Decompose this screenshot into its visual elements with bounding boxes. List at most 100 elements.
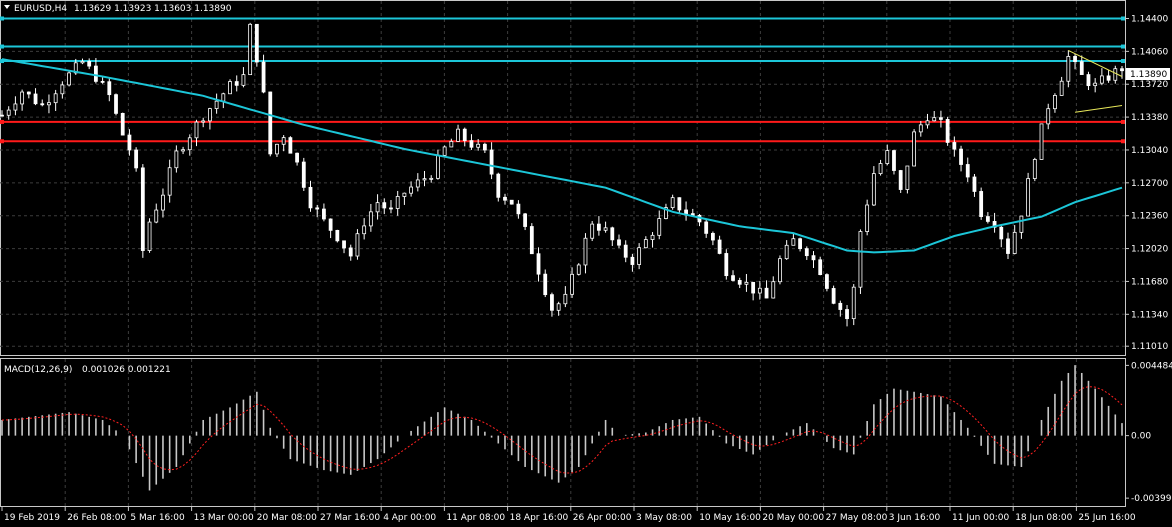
candle-body xyxy=(308,186,313,209)
candle-body xyxy=(1120,68,1124,72)
candle-body xyxy=(778,258,782,283)
candle-body xyxy=(295,152,299,163)
candle-body xyxy=(214,100,219,109)
support-line-handle[interactable] xyxy=(1121,139,1125,144)
candle-body xyxy=(583,237,588,266)
candle-body xyxy=(724,253,729,277)
horizontal-lines[interactable] xyxy=(0,16,1125,144)
resistance-line-handle[interactable] xyxy=(1121,16,1125,21)
candle-body xyxy=(174,150,179,169)
candle-body xyxy=(623,244,628,258)
time-tick-label: 19 Feb 2019 xyxy=(4,513,60,523)
candle-body xyxy=(362,225,367,235)
resistance-line-handle[interactable] xyxy=(0,16,4,21)
candle-body xyxy=(1046,108,1051,125)
candle-body xyxy=(556,303,561,311)
candle-body xyxy=(798,238,802,250)
candle-body xyxy=(596,223,601,231)
macd-grid xyxy=(64,359,1077,506)
candle-body xyxy=(1106,75,1111,81)
candle-body xyxy=(576,264,581,275)
candle-body xyxy=(6,109,11,116)
current-price-marker: 1.13890 xyxy=(1126,68,1170,80)
candle-body xyxy=(677,197,682,211)
macd-tick-label: 0.004484 xyxy=(1131,361,1172,371)
macd-pane[interactable]: 0.004484 0.00 -0.00399 MACD(12,26,9) 0.001… xyxy=(0,358,1172,507)
candle-body xyxy=(704,221,709,234)
symbol-dropdown-icon xyxy=(4,5,10,9)
candle-body xyxy=(617,239,621,246)
wedge-line[interactable] xyxy=(1074,105,1123,113)
candle-body xyxy=(737,280,742,285)
candle-body xyxy=(80,61,85,64)
candle-body xyxy=(335,229,340,242)
candle-body xyxy=(925,120,930,126)
candle-body xyxy=(281,137,286,145)
candle-body xyxy=(878,163,883,175)
time-tick-label: 18 Jun 08:00 xyxy=(1015,513,1072,523)
candle-body xyxy=(670,197,675,209)
candle-body xyxy=(67,72,71,86)
candle-body xyxy=(60,84,65,95)
candle-body xyxy=(395,196,400,209)
candle-body xyxy=(127,134,132,151)
candle-body xyxy=(1026,178,1031,217)
candle-body xyxy=(288,137,293,154)
candle-body xyxy=(603,227,608,231)
candle-body xyxy=(268,91,273,155)
price-grid xyxy=(0,1,1125,355)
candle-body xyxy=(771,281,776,299)
candle-body xyxy=(140,167,145,251)
candle-body xyxy=(851,286,856,320)
support-line-handle[interactable] xyxy=(0,139,4,144)
candle-body xyxy=(1053,95,1057,110)
candle-body xyxy=(1006,238,1010,254)
candle-body xyxy=(208,108,212,122)
candle-body xyxy=(261,61,266,93)
time-tick-label: 27 Mar 16:00 xyxy=(320,513,380,523)
time-tick-label: 26 Feb 08:00 xyxy=(67,513,126,523)
moving-average-line xyxy=(1,58,1123,254)
candle-body xyxy=(87,61,92,67)
price-pane[interactable]: 1.14400 1.14060 1.13720 1.13380 1.13040 1.127… xyxy=(0,0,1170,356)
symbol-name: EURUSD,H4 xyxy=(14,4,67,14)
candle-body xyxy=(194,121,199,139)
candle-body xyxy=(120,112,125,136)
candle-body xyxy=(20,91,25,105)
candle-body xyxy=(228,81,232,95)
price-pane-frame xyxy=(0,0,1126,356)
candle-body xyxy=(187,137,192,151)
candle-body xyxy=(791,238,796,246)
macd-values: 0.001026 0.001221 xyxy=(82,365,171,375)
macd-header: MACD(12,26,9) 0.001026 0.001221 xyxy=(4,365,171,375)
ohlc-values: 1.13629 1.13923 1.13603 1.13890 xyxy=(74,4,232,14)
resistance-line-handle[interactable] xyxy=(1121,44,1125,49)
time-tick-label: 11 Apr 08:00 xyxy=(446,513,505,523)
candle-body xyxy=(275,143,279,155)
candle-body xyxy=(409,186,414,194)
support-line-handle[interactable] xyxy=(0,119,4,124)
candle-body xyxy=(784,244,789,260)
candle-body xyxy=(13,103,18,111)
resistance-line-handle[interactable] xyxy=(0,44,4,49)
resistance-line-handle[interactable] xyxy=(1121,59,1125,64)
macd-y-axis: 0.004484 0.00 -0.00399 xyxy=(1125,361,1172,504)
resistance-line-handle[interactable] xyxy=(0,59,4,64)
candle-body xyxy=(898,170,903,190)
time-tick-label: 20 May 00:00 xyxy=(762,513,824,523)
candle-body xyxy=(221,93,226,102)
time-tick-label: 18 Apr 16:00 xyxy=(510,513,569,523)
macd-signal-line xyxy=(1,386,1123,474)
wedge-line[interactable] xyxy=(1068,49,1123,77)
candle-body xyxy=(858,231,863,288)
candle-body xyxy=(871,173,876,206)
candle-body xyxy=(53,93,58,104)
time-tick-label: 3 Jun 16:00 xyxy=(889,513,941,523)
candle-body xyxy=(865,204,870,232)
support-line-handle[interactable] xyxy=(1121,119,1125,124)
wedge-lines[interactable] xyxy=(1068,49,1123,113)
candle-body xyxy=(831,288,836,304)
candle-body xyxy=(368,211,373,227)
candle-body xyxy=(643,239,648,249)
